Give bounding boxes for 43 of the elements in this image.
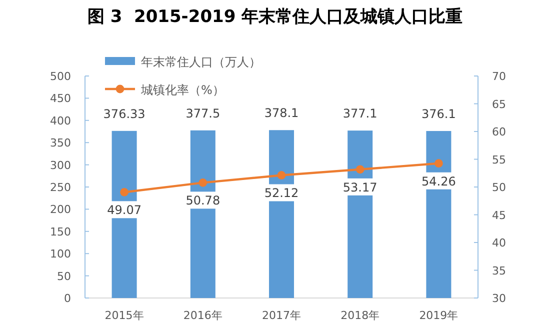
data-label: 376.33: [103, 106, 146, 121]
x-tick-label: 2015年: [104, 309, 144, 322]
y-tick-label: 100: [50, 248, 71, 261]
x-tick-label: 2016年: [183, 309, 222, 322]
data-label: 52.12: [264, 186, 299, 200]
y-tick-label: 0: [64, 292, 71, 305]
y2-tick-label: 65: [492, 98, 506, 111]
y2-tick-label: 40: [492, 236, 506, 250]
point: [198, 178, 208, 187]
point: [120, 188, 128, 196]
chart-title: 图 3 2015-2019 年末常住人口及城镇人口比重: [87, 7, 463, 27]
data-label: 54.26: [422, 174, 456, 188]
data-label: 377.1: [342, 106, 378, 121]
data-label: 376.1: [422, 107, 456, 122]
point: [277, 171, 286, 180]
data-label: 377.5: [186, 106, 220, 120]
y2-tick-label: 55: [492, 153, 506, 166]
point: [434, 159, 443, 168]
y2-tick-label: 60: [492, 126, 506, 138]
x-tick-label: 2019年: [419, 309, 458, 322]
legend-label: 年末常住人口（万人）: [141, 55, 261, 69]
y-tick-label: 200: [50, 203, 71, 216]
y-tick-label: 400: [50, 114, 71, 128]
y-tick-label: 500: [50, 70, 71, 83]
y-tick-label: 150: [50, 225, 71, 238]
y-tick-label: 450: [50, 92, 71, 106]
y2-tick-label: 70: [492, 70, 506, 83]
legend-label: 城镇化率（%）: [140, 83, 224, 97]
y-tick-label: 300: [50, 158, 71, 172]
data-label: 378.1: [264, 106, 299, 120]
point: [356, 165, 364, 174]
data-label: 49.07: [107, 203, 142, 218]
data-label: 50.78: [186, 194, 220, 208]
y2-tick-label: 50: [492, 181, 506, 194]
y-tick-label: 350: [50, 136, 71, 150]
y2-tick-label: 45: [492, 208, 506, 222]
data-label: 53.17: [342, 180, 378, 194]
y-tick-label: 250: [50, 181, 71, 194]
x-tick-label: 2018年: [340, 309, 380, 322]
y-tick-label: 50: [57, 270, 71, 283]
y2-tick-label: 35: [492, 264, 506, 278]
y2-tick-label: 30: [492, 292, 506, 305]
x-tick-label: 2017年: [262, 309, 301, 322]
